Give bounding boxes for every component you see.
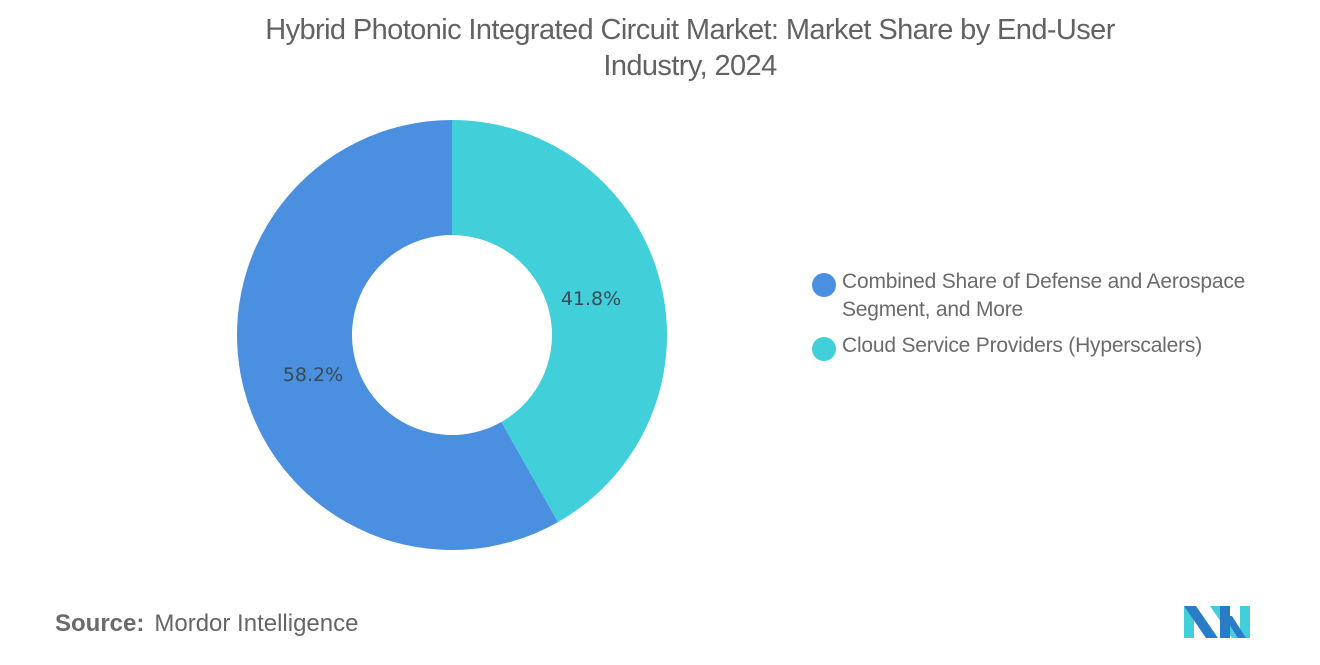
legend-marker-circle-icon	[812, 337, 836, 361]
mordor-intelligence-logo-icon	[1184, 606, 1250, 638]
slice-label-defense: 58.2%	[283, 364, 343, 386]
legend: Combined Share of Defense and Aerospace …	[812, 268, 1292, 369]
legend-label: Cloud Service Providers (Hyperscalers)	[842, 334, 1203, 357]
source-value: Mordor Intelligence	[154, 610, 359, 637]
chart-title-line-1: Hybrid Photonic Integrated Circuit Marke…	[265, 14, 1115, 46]
legend-label: Combined Share of Defense and Aerospace …	[842, 270, 1246, 321]
slice-defense-aerospace-and-more[interactable]	[236, 120, 558, 551]
donut-chart: 58.2% 41.8%	[236, 120, 667, 551]
legend-item-defense[interactable]: Combined Share of Defense and Aerospace …	[812, 268, 1292, 324]
slice-label-cloud: 41.8%	[561, 288, 621, 310]
legend-marker-circle-icon	[812, 273, 836, 297]
chart-title: Hybrid Photonic Integrated Circuit Marke…	[150, 12, 1230, 84]
slice-cloud-service-providers[interactable]	[452, 120, 667, 523]
source-label: Source:	[55, 610, 145, 637]
chart-title-line-2: Industry, 2024	[603, 50, 777, 82]
legend-item-cloud[interactable]: Cloud Service Providers (Hyperscalers)	[812, 332, 1292, 361]
source-note: Source: Mordor Intelligence	[55, 610, 358, 638]
